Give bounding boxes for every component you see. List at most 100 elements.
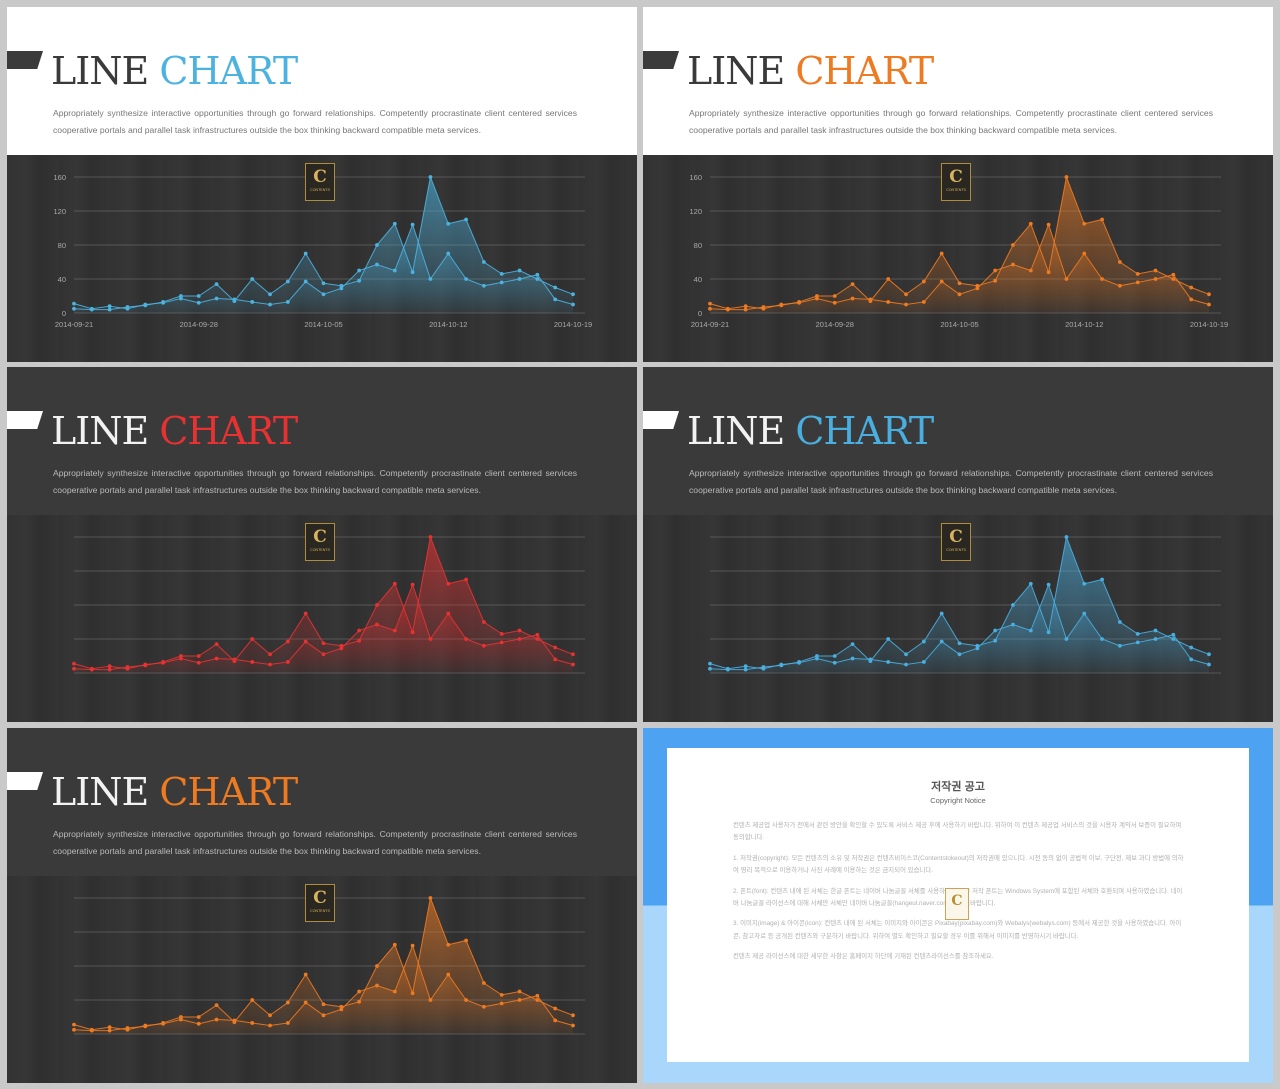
data-point	[196, 660, 201, 665]
data-point	[375, 622, 379, 627]
data-point	[357, 278, 362, 283]
data-point	[1011, 603, 1015, 607]
contents-logo: C CONTENTS	[305, 523, 335, 561]
data-point	[143, 662, 148, 667]
data-point	[339, 1007, 344, 1012]
slide-description: Appropriately synthesize interactive opp…	[53, 829, 577, 856]
logo-text: CONTENTS	[946, 188, 966, 192]
data-point	[1189, 285, 1194, 290]
title-accent: CHART	[159, 49, 298, 93]
data-point	[107, 664, 112, 669]
data-point	[939, 279, 944, 284]
slide-3: LINE CHART Appropriately synthesize inter…	[7, 367, 637, 722]
data-point	[850, 642, 855, 646]
data-point	[250, 637, 255, 641]
data-point	[410, 991, 415, 996]
data-point	[743, 304, 748, 309]
data-point	[196, 1021, 201, 1026]
title-tab-marker	[643, 51, 679, 69]
data-point	[499, 272, 504, 276]
data-point	[375, 983, 379, 988]
data-point	[285, 639, 290, 644]
data-point	[1135, 272, 1140, 276]
data-point	[517, 637, 522, 641]
data-point	[571, 292, 575, 297]
data-point	[1171, 277, 1176, 281]
data-point	[1064, 175, 1069, 179]
data-point	[904, 292, 908, 297]
chart-area: 0 40 80 120 160 2014-09-21 2014-09-28 2014-10-0…	[643, 155, 1273, 362]
slide-title: LINE CHART	[687, 49, 934, 93]
title-accent: CHART	[795, 49, 934, 93]
data-point	[321, 1013, 326, 1018]
data-point	[725, 306, 730, 311]
notice-subtitle: Copyright Notice	[930, 796, 986, 805]
data-point	[993, 278, 998, 283]
data-point	[517, 268, 522, 273]
data-point	[72, 666, 76, 671]
data-point	[392, 989, 397, 994]
data-point	[1117, 643, 1122, 648]
data-point	[939, 639, 944, 644]
y-tick-label: 80	[58, 241, 66, 250]
series-area-2	[74, 224, 573, 313]
data-point	[446, 581, 451, 586]
data-point	[832, 300, 837, 305]
data-point	[1171, 637, 1176, 641]
y-tick-label: 40	[694, 275, 702, 284]
data-point	[1082, 251, 1087, 256]
data-point	[1064, 277, 1069, 281]
data-point	[517, 628, 522, 633]
data-point	[410, 270, 415, 275]
data-point	[464, 577, 468, 582]
copyright-notice-panel: 저작권 공고 Copyright Notice 컨텐츠 제공업 사용자가 전에서…	[643, 728, 1273, 1083]
data-point	[725, 666, 730, 671]
data-point	[993, 628, 998, 633]
data-point	[268, 1023, 272, 1028]
logo-letter: C	[949, 167, 963, 187]
data-point	[268, 292, 272, 297]
data-point	[214, 656, 219, 661]
data-point	[921, 639, 926, 644]
slide-header: LINE CHART Appropriately synthesize inter…	[643, 7, 1273, 155]
data-point	[535, 277, 540, 281]
notice-paragraph: 1. 저작권(copyright): 모든 컨텐츠의 소유 및 저작권은 컨텐츠…	[733, 854, 1184, 875]
logo-text: CONTENTS	[310, 188, 330, 192]
line-chart-svg: 0 40 80 120 160 2014-09-21 2014-09-28 2014-10-0…	[689, 173, 1228, 329]
data-point	[232, 297, 237, 302]
data-point	[1207, 292, 1211, 297]
data-point	[250, 1021, 255, 1025]
data-point	[428, 637, 433, 641]
data-point	[250, 277, 255, 281]
chart-area: 0 40 80 120 160 2014-09-21 2014-09-28 2014-10-0…	[7, 155, 637, 362]
data-point	[481, 643, 486, 648]
data-point	[904, 662, 908, 667]
data-point	[1117, 260, 1122, 264]
data-point	[957, 652, 962, 657]
data-point	[850, 296, 855, 301]
data-point	[553, 285, 558, 290]
data-point	[1100, 277, 1104, 281]
data-point	[392, 221, 397, 226]
data-point	[1207, 652, 1211, 657]
logo-letter: C	[313, 888, 327, 908]
data-point	[1117, 283, 1122, 288]
data-point	[428, 277, 433, 281]
y-tick-label: 80	[694, 241, 702, 250]
title-plain: LINE	[51, 409, 149, 453]
data-point	[464, 998, 468, 1002]
data-point	[1153, 277, 1158, 281]
notice-paragraph: 3. 이미지(image) & 아이콘(icon): 컨텐츠 내에 된 서체는 …	[733, 920, 1182, 940]
data-point	[535, 632, 540, 637]
slide-title: LINE CHART	[51, 770, 298, 814]
slide-header: LINE CHART Appropriately synthesize inter…	[643, 367, 1273, 515]
y-tick-label: 0	[62, 309, 66, 318]
data-point	[939, 251, 944, 256]
data-point	[143, 1023, 148, 1028]
data-point	[1011, 622, 1015, 627]
notice-paragraph: 컨텐츠 제공 라이선스에 대한 세부한 사항은 홈페이지 하단에 기재된 컨텐츠…	[733, 953, 994, 961]
data-point	[392, 581, 397, 586]
data-point	[1100, 217, 1104, 222]
data-point	[1064, 535, 1069, 539]
data-point	[481, 620, 486, 624]
